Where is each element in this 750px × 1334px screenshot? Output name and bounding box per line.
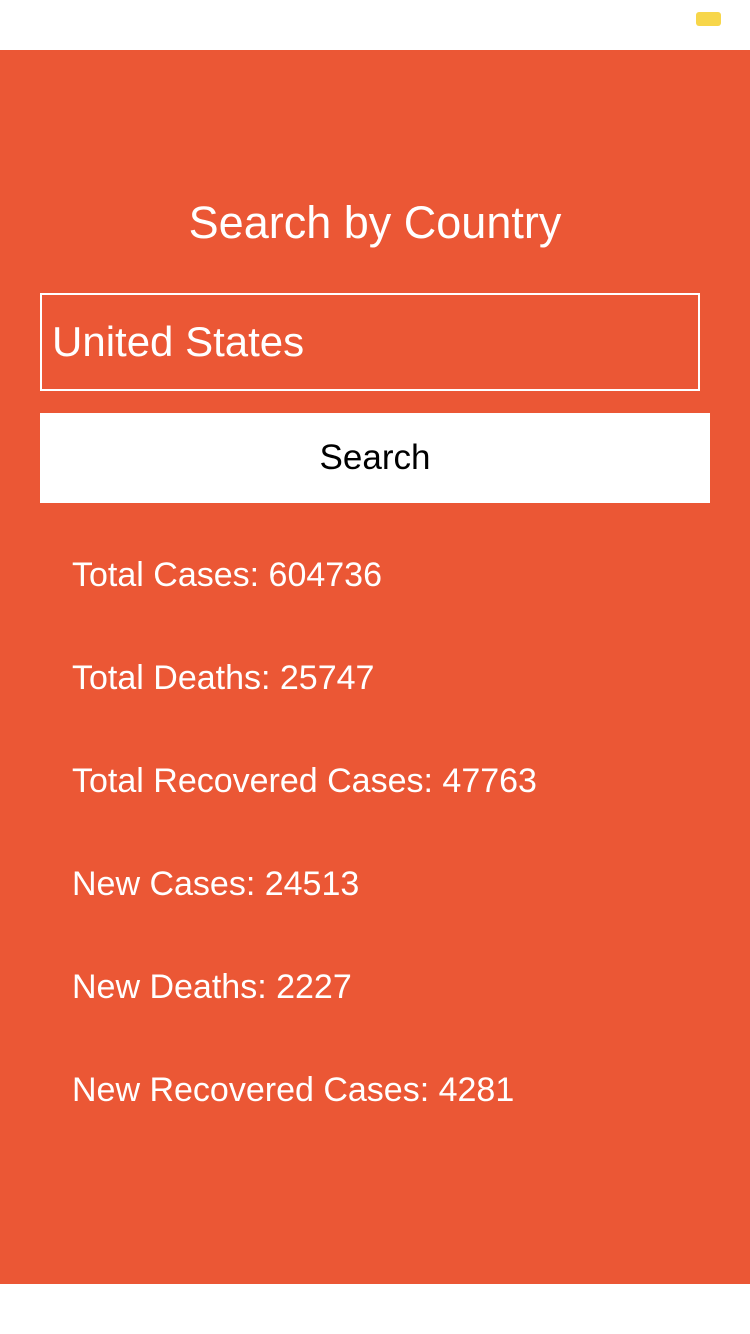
stats-list: Total Cases: 604736 Total Deaths: 25747 … <box>72 550 712 1168</box>
stat-value: 47763 <box>442 762 537 800</box>
stat-total-cases: Total Cases: 604736 <box>72 550 712 653</box>
stat-total-recovered: Total Recovered Cases: 47763 <box>72 756 712 859</box>
stat-label: New Deaths: <box>72 968 277 1006</box>
page-title: Search by Country <box>188 197 562 248</box>
status-bar <box>0 0 750 50</box>
stat-total-deaths: Total Deaths: 25747 <box>72 653 712 756</box>
stat-value: 4281 <box>438 1071 515 1109</box>
stat-label: Total Recovered Cases: <box>72 762 443 800</box>
battery-icon <box>696 12 721 26</box>
stat-label: Total Deaths: <box>72 659 280 697</box>
stat-new-deaths: New Deaths: 2227 <box>72 962 712 1065</box>
stat-label: New Cases: <box>72 865 265 903</box>
search-panel: Search by Country Search Total Cases: 60… <box>0 50 750 1284</box>
bottom-bar <box>0 1284 750 1334</box>
stat-value: 2227 <box>276 968 352 1006</box>
country-search-input[interactable] <box>40 293 700 391</box>
stat-label: New Recovered Cases: <box>72 1071 439 1109</box>
stat-new-recovered: New Recovered Cases: 4281 <box>72 1065 712 1168</box>
stat-value: 604736 <box>268 556 382 594</box>
search-button[interactable]: Search <box>40 413 710 503</box>
stat-label: Total Cases: <box>72 556 269 594</box>
stat-value: 24513 <box>264 865 360 903</box>
stat-value: 25747 <box>279 659 375 697</box>
stat-new-cases: New Cases: 24513 <box>72 859 712 962</box>
